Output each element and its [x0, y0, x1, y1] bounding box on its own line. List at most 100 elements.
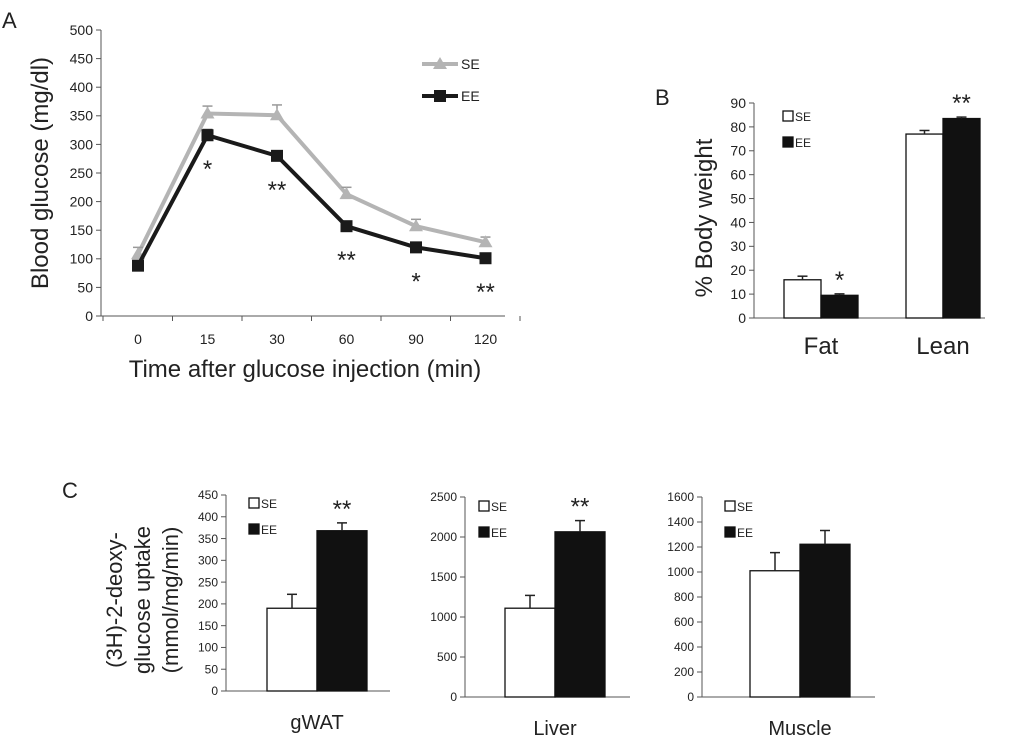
bar-category-label: Lean [916, 333, 969, 360]
bar-legend-swatch [248, 497, 260, 509]
bar-panel-c3-y-tick-label: 1400 [667, 515, 694, 529]
bar-panel-c2-y-tick-label: 1500 [430, 570, 457, 584]
bar-legend-label: SE [795, 110, 811, 124]
panel-a-y-tick-label: 300 [70, 136, 94, 152]
bar-panel-b-y-tick-label: 10 [730, 286, 746, 302]
bar-ee [316, 530, 368, 692]
panel-a-y-tick-label: 100 [70, 251, 94, 267]
bar-panel-c1-y-tick-label: 300 [198, 554, 218, 568]
panel-c-y-axis-title-line: (mmol/mg/min) [158, 527, 183, 674]
panel-a-point-se [409, 219, 423, 232]
bar-panel-b-y-tick-label: 80 [730, 119, 746, 135]
panel-a-significance-mark: ** [476, 279, 495, 306]
panel-a-legend-label: SE [461, 56, 480, 72]
bar-category-label: Liver [533, 718, 577, 736]
bar-ee [554, 531, 606, 698]
bar-panel-b-y-tick-label: 40 [730, 214, 746, 230]
bar-legend-label: EE [795, 136, 811, 150]
bar-panel-c3-y-tick-label: 600 [674, 615, 694, 629]
panel-a-y-tick-label: 0 [85, 308, 93, 324]
bar-se [905, 133, 944, 319]
panel-a-y-axis-title: Blood glucose (mg/dl) [27, 57, 54, 289]
bar-panel-b: 0 10 20 30 40 50 60 70 80 90 * Fat ** Lean SE EE [730, 90, 985, 360]
bar-panel-b-y-tick-label: 20 [730, 262, 746, 278]
bar-panel-c1: 0 50 100 150 200 250 300 350 400 450 ** gWAT SE EE [198, 488, 390, 734]
bar-panel-c1-y-tick-label: 0 [211, 684, 218, 698]
bar-legend-label: EE [737, 526, 753, 540]
panel-a-point-se [478, 235, 493, 248]
panel-a-x-tick-label: 30 [269, 331, 285, 347]
panel-a-point-ee [132, 259, 144, 272]
bar-legend-swatch [724, 500, 736, 512]
panel-a-y-tick-label: 200 [70, 194, 94, 210]
bar-legend-label: SE [491, 500, 507, 514]
panel-letter-a: A [2, 8, 17, 33]
panel-a-legend-marker [434, 90, 446, 102]
bar-panel-c2-y-tick-label: 0 [450, 690, 457, 704]
bar-legend-label: SE [737, 500, 753, 514]
panel-a-point-se [200, 106, 215, 119]
bar-legend-swatch [782, 110, 794, 122]
bar-panel-c1-y-tick-label: 200 [198, 597, 218, 611]
bar-panel-c3-y-tick-label: 400 [674, 640, 694, 654]
panel-a-point-se [339, 187, 354, 200]
bar-significance-mark: ** [571, 494, 590, 521]
panel-a-point-ee [201, 129, 214, 142]
bar-panel-c2-y-tick-label: 2000 [430, 530, 457, 544]
bar-ee [820, 294, 859, 319]
bar-panel-c1-y-tick-label: 50 [205, 662, 219, 676]
bar-significance-mark: * [835, 267, 844, 294]
bar-significance-mark: ** [952, 90, 971, 117]
bar-legend-swatch [248, 523, 260, 535]
bar-panel-c3: 0 200 400 600 800 1000 1200 1400 1600 Muscle SE EE [667, 490, 875, 736]
panel-a-y-tick-label: 250 [70, 165, 94, 181]
panel-a-point-se [270, 108, 284, 121]
bar-panel-c3-y-tick-label: 0 [687, 690, 694, 704]
bar-panel-c2-y-tick-label: 500 [437, 650, 457, 664]
bar-panel-c1-y-tick-label: 250 [198, 575, 218, 589]
panel-a-legend-marker [433, 57, 447, 69]
bar-ee [799, 543, 851, 698]
bar-se [783, 279, 822, 319]
bar-panel-c3-y-tick-label: 1000 [667, 565, 694, 579]
panel-a-significance-mark: ** [268, 177, 287, 204]
bar-panel-c3-y-tick-label: 1200 [667, 540, 694, 554]
panel-a-y-tick-label: 50 [77, 279, 93, 295]
panel-a-point-ee [271, 149, 283, 162]
panel-letter-b: B [655, 85, 670, 110]
bar-legend-label: EE [491, 526, 507, 540]
panel-c-y-axis-title-line: glucose uptake [130, 526, 155, 674]
panel-a-significance-mark: ** [337, 247, 356, 274]
panel-a-y-tick-label: 150 [70, 222, 94, 238]
bar-panel-c1-y-tick-label: 450 [198, 488, 218, 502]
panel-a-x-tick-label: 90 [408, 331, 424, 347]
bar-panel-b-y-tick-label: 60 [730, 167, 746, 183]
panel-a-x-tick-label: 60 [339, 331, 355, 347]
bar-legend-swatch [478, 526, 490, 538]
bar-panel-c1-y-tick-label: 350 [198, 532, 218, 546]
bar-category-label: gWAT [290, 712, 343, 734]
panel-a-y-tick-label: 400 [70, 79, 94, 95]
panel-a-y-tick-label: 450 [70, 51, 94, 67]
bar-legend-swatch [724, 526, 736, 538]
bar-category-label: Muscle [768, 718, 831, 736]
bar-panel-b-y-tick-label: 50 [730, 190, 746, 206]
panel-letter-c: C [62, 478, 78, 503]
bar-legend-label: SE [261, 497, 277, 511]
panel-a-line-chart: 0 50 100 150 200 250 300 350 400 450 500 0 15 30 60 90 1… [27, 22, 521, 383]
bar-panel-c2: 0 500 1000 1500 2000 2500 ** Liver SE EE [430, 490, 630, 736]
bar-panel-c3-y-tick-label: 200 [674, 665, 694, 679]
bar-panel-b-y-tick-label: 70 [730, 143, 746, 159]
panel-a-x-tick-label: 15 [200, 331, 216, 347]
bar-legend-swatch [478, 500, 490, 512]
panel-c-y-axis-title-line: (3H)-2-deoxy- [102, 532, 127, 668]
panel-a-significance-mark: * [411, 268, 420, 295]
panel-a-significance-mark: * [203, 156, 212, 183]
bar-panel-c2-y-tick-label: 2500 [430, 490, 457, 504]
panel-a-series-line-ee [136, 132, 486, 267]
bar-panel-c1-y-tick-label: 100 [198, 641, 218, 655]
bar-panel-c1-y-tick-label: 400 [198, 510, 218, 524]
panel-a-series-line-se [136, 111, 486, 256]
panel-a-x-tick-label: 0 [134, 331, 142, 347]
